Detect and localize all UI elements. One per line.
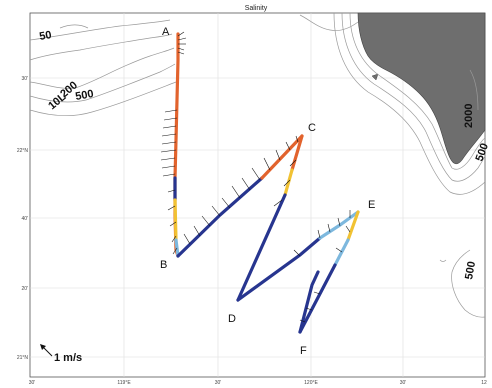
track-segment-e-f — [346, 210, 360, 242]
waypoint-label-b: B — [160, 259, 167, 271]
y-tick-label: 40' — [21, 216, 28, 222]
x-tick-label: 120°E — [304, 380, 318, 386]
scale-arrow-icon — [40, 344, 46, 350]
x-tick-label: 30' — [215, 380, 222, 386]
landmass — [333, 12, 486, 195]
y-tick-label: 22°N — [17, 148, 29, 154]
graticule — [30, 13, 485, 377]
contour-label: 2000 — [463, 104, 475, 128]
waypoint-labels: A B C D E F — [160, 26, 375, 357]
ship-track — [173, 32, 360, 334]
track-segment-c-d — [290, 134, 304, 172]
x-axis-ticks: 30' 119°E 30' 120°E 30' 12 — [29, 380, 487, 386]
map-title: Salinity — [245, 5, 268, 12]
contour-label: 500 — [74, 88, 94, 103]
x-tick-label: 30' — [400, 380, 407, 386]
scale-label: 1 m/s — [54, 352, 82, 364]
waypoint-label-c: C — [308, 122, 316, 134]
contour-label: 500 — [463, 260, 478, 280]
waypoint-label-a: A — [162, 26, 170, 38]
current-vectors — [160, 31, 351, 323]
track-segment-d-e — [236, 236, 322, 302]
y-tick-label: 21°N — [17, 355, 29, 361]
waypoint-label-f: F — [300, 345, 307, 357]
y-axis-ticks: 30' 22°N 40' 20' 21°N — [17, 76, 29, 361]
track-segment-b-c — [176, 176, 264, 258]
contour-label: 50 — [38, 29, 52, 43]
y-tick-label: 20' — [21, 286, 28, 292]
x-tick-label: 119°E — [117, 380, 131, 386]
x-tick-label: 12 — [481, 380, 487, 386]
waypoint-label-d: D — [228, 313, 236, 325]
y-tick-label: 30' — [21, 76, 28, 82]
contour-label: 500 — [474, 142, 492, 163]
velocity-scale: 1 m/s — [40, 344, 82, 364]
track-segment-f-loop — [298, 270, 320, 334]
waypoint-label-e: E — [368, 199, 375, 211]
x-tick-label: 30' — [29, 380, 36, 386]
